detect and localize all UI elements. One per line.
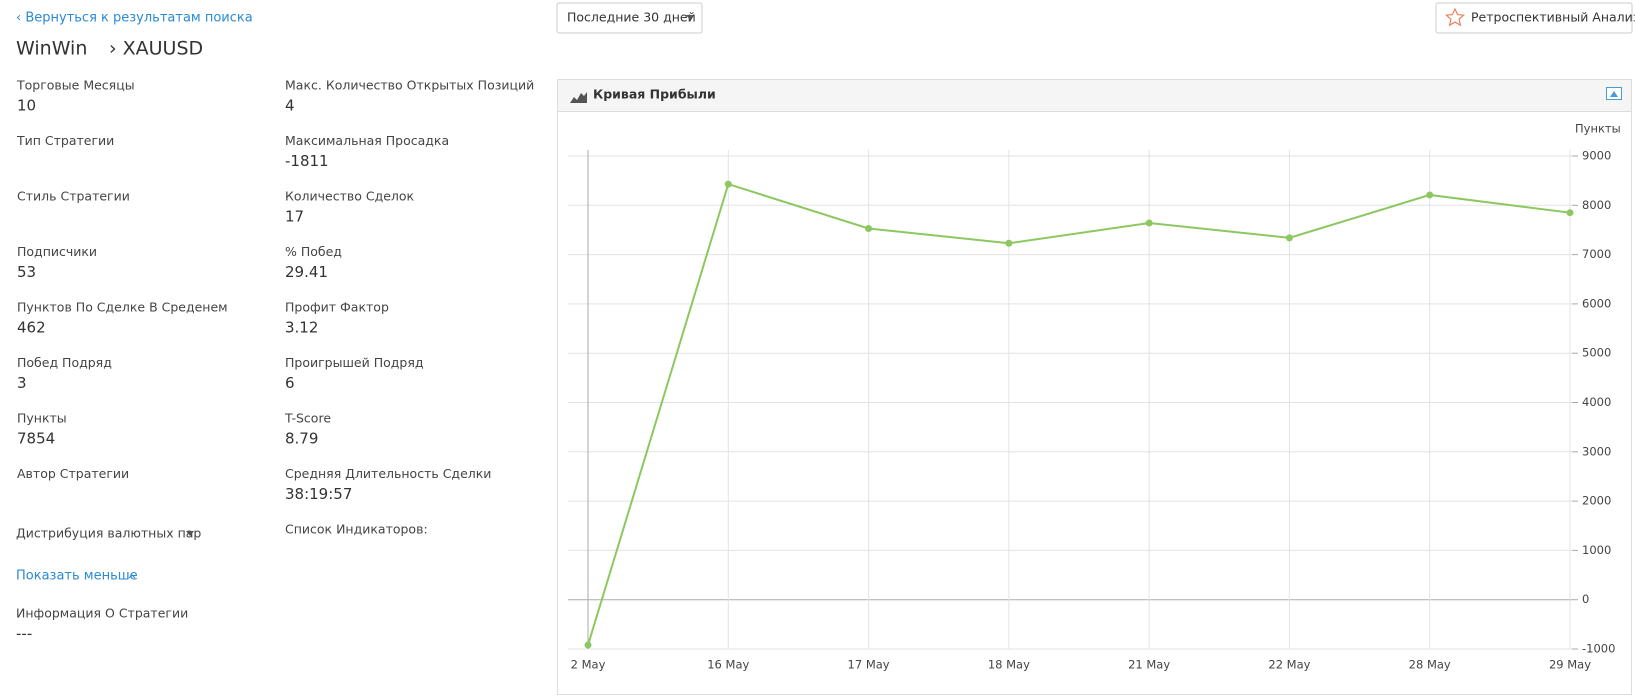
retro-button[interactable]: Ретроспективный Анализ (1435, 2, 1635, 34)
stat-value: 17 (285, 208, 304, 226)
stat-label: Торговые Месяцы (16, 78, 135, 93)
stat-label: Стиль Стратегии (17, 189, 130, 204)
y-tick-label: -1000 (1582, 642, 1615, 656)
stat-label: Количество Сделок (285, 189, 415, 204)
stat-label: Пунктов По Сделке В Среденем (17, 300, 228, 315)
x-tick-label: 28 May (1409, 658, 1451, 672)
point (865, 224, 873, 232)
collapse-icon[interactable] (1610, 91, 1618, 97)
point (1566, 209, 1574, 217)
point (584, 641, 592, 649)
strategy-name: WinWin (16, 38, 87, 60)
chart-icon (570, 92, 587, 103)
x-tick-label: 22 May (1268, 658, 1310, 672)
y-tick-label: 3000 (1582, 444, 1611, 458)
stats: Торговые Месяцы 10 Тип Стратегии Стиль Стра… (16, 78, 534, 537)
stat-label: % Побед (285, 244, 342, 259)
stat-label: Побед Подряд (17, 355, 112, 370)
stat-label: Профит Фактор (285, 300, 389, 315)
y-axis-title: Пункты (1575, 122, 1621, 136)
show-less-arrow[interactable] (128, 574, 136, 579)
dropdown-box[interactable] (556, 2, 703, 34)
symbol: › XAUUSD (109, 38, 203, 60)
stat-value: 38:19:57 (285, 485, 352, 503)
stat-label: Проигрышей Подряд (285, 355, 424, 370)
stat-label: Подписчики (17, 244, 97, 259)
plot: Пункты -1000 0 1000 2000 3000 4000 5000 6000 7000… (568, 122, 1621, 672)
stat-label: Средняя Длительность Сделки (285, 466, 491, 481)
x-tick-label: 17 May (848, 658, 890, 672)
back-link[interactable]: ‹ Вернуться к результатам поиска (16, 11, 253, 26)
y-tick-label: 2000 (1582, 494, 1611, 508)
x-tick-label: 21 May (1128, 658, 1170, 672)
chart-title: Кривая Прибыли (593, 87, 716, 102)
distribution-toggle[interactable]: Дистрибуция валютных пар (16, 526, 201, 541)
stat-value: 3.12 (285, 319, 318, 337)
chart-panel: Кривая Прибыли (557, 79, 1632, 695)
stat-value: 3 (17, 374, 27, 392)
stat-value: 6 (285, 374, 295, 392)
stat-label: Список Индикаторов: (285, 522, 428, 537)
profit-line (587, 182, 1571, 646)
stat-label: Максимальная Просадка (285, 133, 449, 148)
x-tick-label: 29 May (1549, 658, 1591, 672)
info-label: Информация О Стратегии (16, 606, 188, 621)
stat-label: Макс. Количество Открытых Позиций (285, 78, 534, 93)
point (1285, 234, 1293, 242)
show-less[interactable]: Показать меньше (16, 569, 138, 584)
stat-value: 10 (17, 97, 36, 115)
point (724, 180, 732, 188)
y-tick-label: 7000 (1582, 247, 1611, 261)
stat-value: 29.41 (285, 263, 328, 281)
stat-value: 462 (17, 319, 46, 337)
stat-value: -1811 (285, 152, 329, 170)
y-tick-label: 1000 (1582, 543, 1611, 557)
dropdown-arrow[interactable] (686, 15, 694, 20)
stat-label: Автор Стратегии (17, 466, 129, 481)
stat-label: Пункты (17, 411, 67, 426)
button-label[interactable]: Ретроспективный Анализ (1471, 10, 1635, 25)
y-tick-label: 5000 (1582, 346, 1611, 360)
panel-border (557, 79, 1632, 695)
point (1005, 239, 1013, 247)
x-tick-label: 16 May (707, 658, 749, 672)
y-tick-label: 9000 (1582, 149, 1611, 163)
panel-header (558, 80, 1631, 111)
dropdown-label[interactable]: Последние 30 дней (567, 10, 696, 25)
x-tick-label: 2 May (571, 658, 606, 672)
distribution-arrow[interactable] (186, 531, 194, 536)
stat-value: 4 (285, 97, 295, 115)
stat-value: 7854 (17, 430, 55, 448)
star-icon[interactable] (1444, 7, 1466, 27)
point (1145, 219, 1153, 227)
stat-value: 8.79 (285, 430, 318, 448)
info-value: --- (16, 625, 32, 643)
stat-label: Тип Стратегии (16, 133, 114, 148)
button-box[interactable] (1435, 2, 1633, 34)
y-tick-label: 8000 (1582, 198, 1611, 212)
stat-label: T-Score (284, 411, 331, 426)
y-tick-label: 0 (1582, 592, 1589, 606)
x-tick-label: 18 May (988, 658, 1030, 672)
y-tick-label: 6000 (1582, 296, 1611, 310)
point (1426, 191, 1434, 199)
y-tick-label: 4000 (1582, 395, 1611, 409)
period-dropdown[interactable]: Последние 30 дней (556, 2, 703, 34)
stat-value: 53 (17, 263, 36, 281)
